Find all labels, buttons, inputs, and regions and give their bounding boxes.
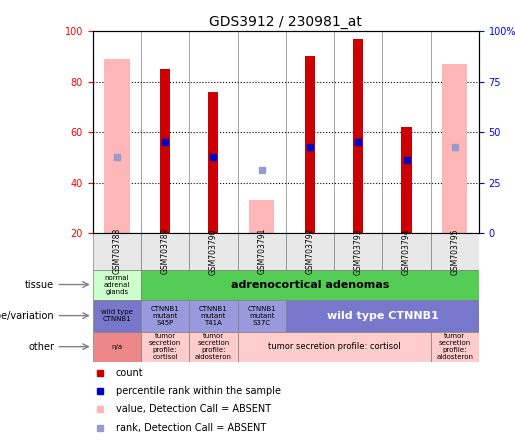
Text: GSM703789: GSM703789: [161, 228, 169, 274]
Text: CTNNB1
mutant
S37C: CTNNB1 mutant S37C: [247, 305, 276, 325]
FancyBboxPatch shape: [93, 270, 141, 300]
Bar: [249, 200, 274, 233]
Text: tumor
secretion
profile:
aldosteron: tumor secretion profile: aldosteron: [195, 333, 232, 360]
Text: tumor
secretion
profile:
cortisol: tumor secretion profile: cortisol: [149, 333, 181, 360]
Text: CTNNB1
mutant
S45P: CTNNB1 mutant S45P: [151, 305, 180, 325]
FancyBboxPatch shape: [431, 332, 479, 362]
FancyBboxPatch shape: [189, 332, 237, 362]
Title: GDS3912 / 230981_at: GDS3912 / 230981_at: [210, 15, 362, 29]
Bar: [402, 127, 411, 233]
Text: tissue: tissue: [25, 280, 54, 289]
Text: n/a: n/a: [111, 344, 123, 350]
FancyBboxPatch shape: [189, 233, 237, 270]
FancyBboxPatch shape: [93, 233, 141, 270]
Text: other: other: [28, 342, 54, 352]
Bar: [209, 92, 218, 233]
FancyBboxPatch shape: [237, 332, 431, 362]
Text: genotype/variation: genotype/variation: [0, 311, 54, 321]
Text: adrenocortical adenomas: adrenocortical adenomas: [231, 280, 389, 289]
Text: wild type
CTNNB1: wild type CTNNB1: [101, 309, 133, 322]
Text: GSM703795: GSM703795: [450, 228, 459, 274]
Text: GSM703791: GSM703791: [257, 228, 266, 274]
Text: rank, Detection Call = ABSENT: rank, Detection Call = ABSENT: [116, 423, 266, 433]
Bar: [442, 64, 468, 233]
Bar: [104, 59, 129, 233]
FancyBboxPatch shape: [141, 332, 189, 362]
FancyBboxPatch shape: [141, 300, 189, 332]
Text: tumor secretion profile: cortisol: tumor secretion profile: cortisol: [268, 342, 401, 351]
FancyBboxPatch shape: [93, 300, 141, 332]
Text: wild type CTNNB1: wild type CTNNB1: [327, 311, 438, 321]
FancyBboxPatch shape: [141, 233, 189, 270]
Text: GSM703788: GSM703788: [112, 228, 122, 274]
FancyBboxPatch shape: [286, 300, 479, 332]
FancyBboxPatch shape: [237, 233, 286, 270]
FancyBboxPatch shape: [334, 233, 382, 270]
Text: GSM703790: GSM703790: [209, 228, 218, 274]
FancyBboxPatch shape: [431, 233, 479, 270]
FancyBboxPatch shape: [189, 300, 237, 332]
Text: CTNNB1
mutant
T41A: CTNNB1 mutant T41A: [199, 305, 228, 325]
Bar: [305, 56, 315, 233]
FancyBboxPatch shape: [141, 270, 479, 300]
Bar: [160, 69, 170, 233]
FancyBboxPatch shape: [93, 332, 141, 362]
FancyBboxPatch shape: [286, 233, 334, 270]
Text: GSM703793: GSM703793: [354, 228, 363, 274]
Text: tumor
secretion
profile:
aldosteron: tumor secretion profile: aldosteron: [436, 333, 473, 360]
Text: count: count: [116, 368, 144, 378]
Text: GSM703792: GSM703792: [305, 228, 315, 274]
FancyBboxPatch shape: [382, 233, 431, 270]
Text: value, Detection Call = ABSENT: value, Detection Call = ABSENT: [116, 404, 271, 414]
Bar: [353, 39, 363, 233]
FancyBboxPatch shape: [237, 300, 286, 332]
Text: normal
adrenal
glands: normal adrenal glands: [104, 274, 130, 294]
Text: percentile rank within the sample: percentile rank within the sample: [116, 386, 281, 396]
Text: GSM703794: GSM703794: [402, 228, 411, 274]
